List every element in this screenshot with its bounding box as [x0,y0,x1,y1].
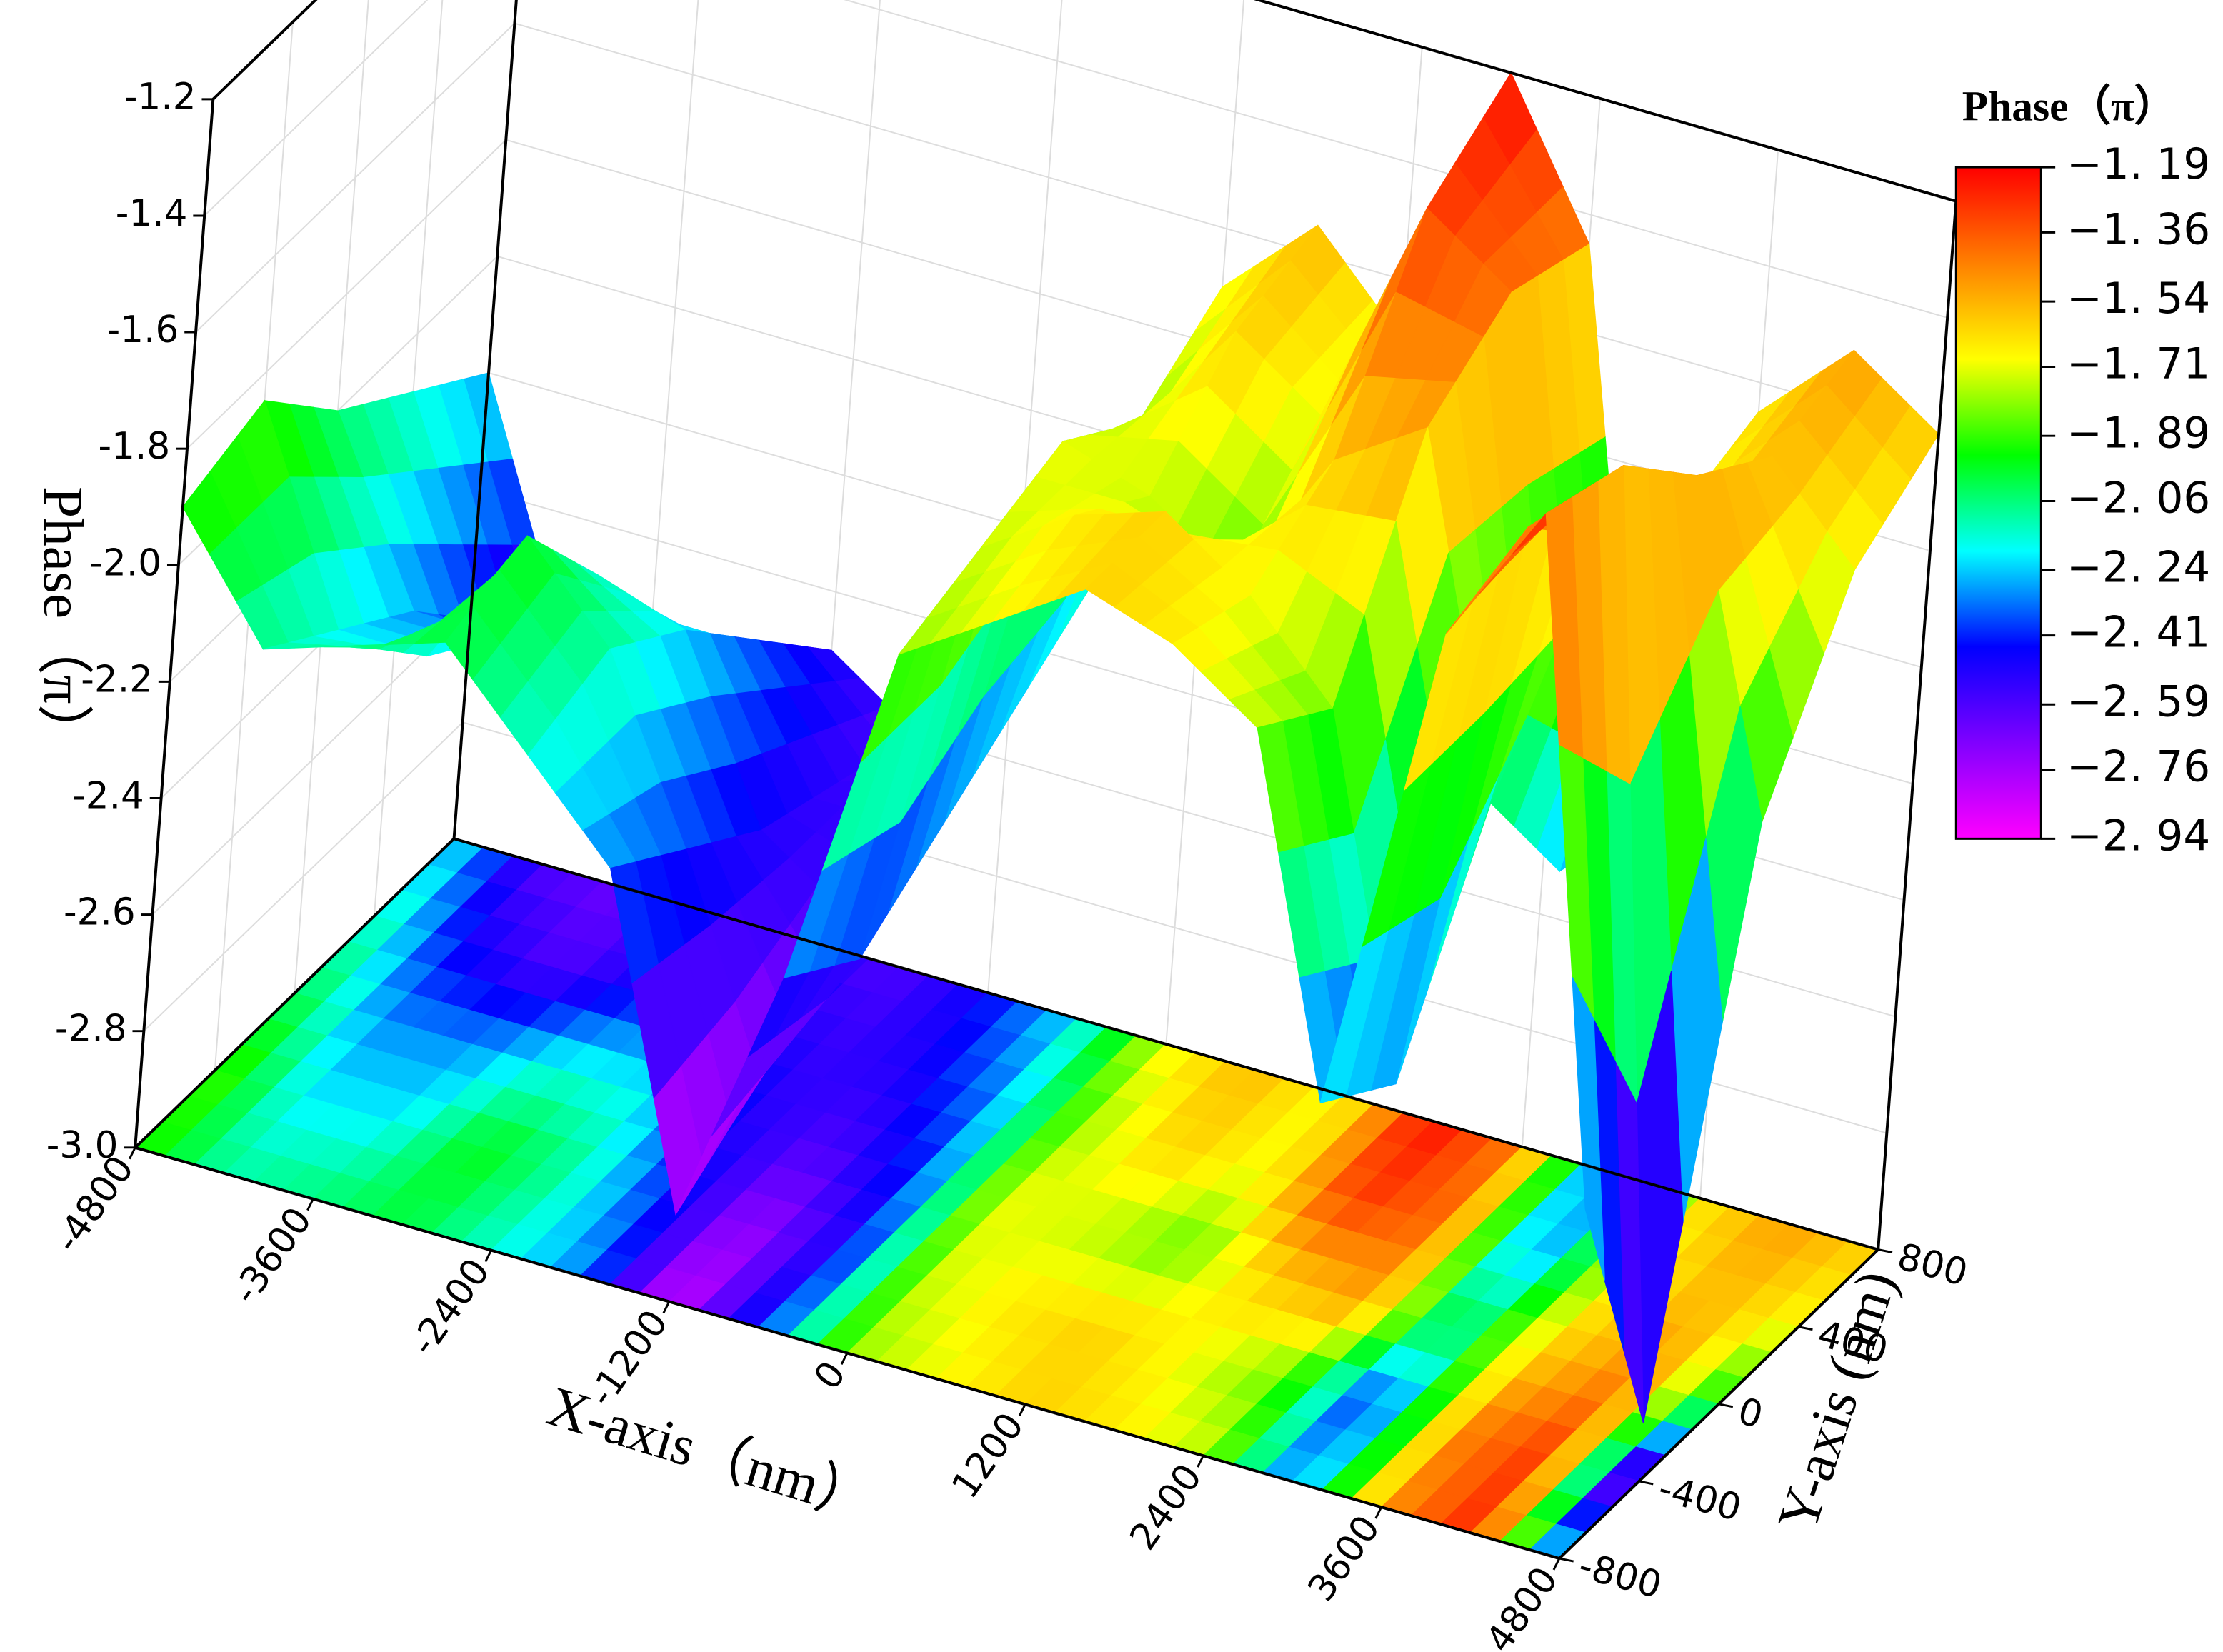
x-tick-label: 1200 [944,1405,1032,1506]
z-tick-label: -1.8 [99,425,171,468]
colorbar-tick-label: −1. 36 [2067,206,2210,255]
z-tick-label: -1.6 [107,309,179,351]
y-tick-label: -800 [1574,1544,1667,1607]
colorbar-tick-label: −2. 06 [2067,474,2210,524]
grid-line [844,0,1948,319]
x-tick-label: 0 [806,1353,854,1397]
z-tick-label: -2.6 [64,891,136,934]
y-tick-label: 0 [1734,1390,1767,1437]
y-tick [1559,1557,1574,1563]
x-tick [840,1352,849,1365]
x-tick [484,1249,492,1263]
grid-line [987,0,1063,993]
x-tick [662,1301,671,1314]
colorbar-tick-label: −2. 41 [2067,609,2210,658]
x-tick [1374,1506,1382,1519]
z-tick-label: -2.2 [81,658,153,701]
colorbar-tick-label: −2. 94 [2067,811,2210,861]
y-tick-label: -400 [1654,1467,1746,1530]
x-tick-label: 2400 [1122,1456,1210,1558]
colorbar-title: Phase（π） [1962,82,2177,129]
x-axis-label: X-axis（nm） [541,1375,881,1533]
z-tick-label: -1.4 [116,192,188,235]
axis-line [452,0,518,839]
colorbar [1954,166,2042,840]
z-tick-label: -2.4 [72,774,144,817]
colorbar-tick-label: −1. 19 [2067,140,2210,189]
x-tick-label: -3600 [224,1200,321,1312]
z-tick-label: -2.0 [89,541,161,584]
colorbar-tick-label: −2. 59 [2067,677,2210,726]
colorbar-tick-label: −1. 54 [2067,274,2210,324]
z-axis-label: Phase（π） [31,486,94,761]
y-tick [1639,1480,1654,1486]
colorbar-tick-label: −1. 89 [2067,409,2210,458]
z-tick-label: -1.2 [124,76,196,119]
colorbar-tick-label: −2. 76 [2067,743,2210,792]
z-tick-label: -3.0 [46,1124,119,1167]
grid-line [212,0,317,100]
x-tick [1197,1455,1204,1468]
y-tick [1718,1403,1734,1408]
z-tick-label: -2.8 [55,1008,127,1051]
y-tick [1877,1248,1893,1254]
axis-line [134,99,215,1148]
x-tick-label: 4800 [1478,1559,1567,1652]
axis-line [1253,0,1957,203]
colorbar-tick-label: −2. 24 [2067,543,2210,592]
x-tick-label: -2400 [402,1251,499,1363]
axis-line [454,837,1879,1251]
x-tick [1552,1558,1561,1571]
grid-line [204,0,429,216]
x-tick-label: 3600 [1299,1508,1388,1609]
surface [182,71,1939,1423]
y-tick [1798,1326,1813,1331]
axis-line [134,837,455,1149]
x-tick [306,1198,314,1211]
colorbar-tick-label: −1. 71 [2067,340,2210,389]
axis-line [1877,201,1958,1250]
axis-line [211,0,318,101]
x-tick [128,1147,136,1160]
grid-line [1256,0,1957,202]
x-tick [1018,1403,1026,1416]
surface-cell [1572,976,1605,1281]
floor-projection [134,838,1879,1559]
